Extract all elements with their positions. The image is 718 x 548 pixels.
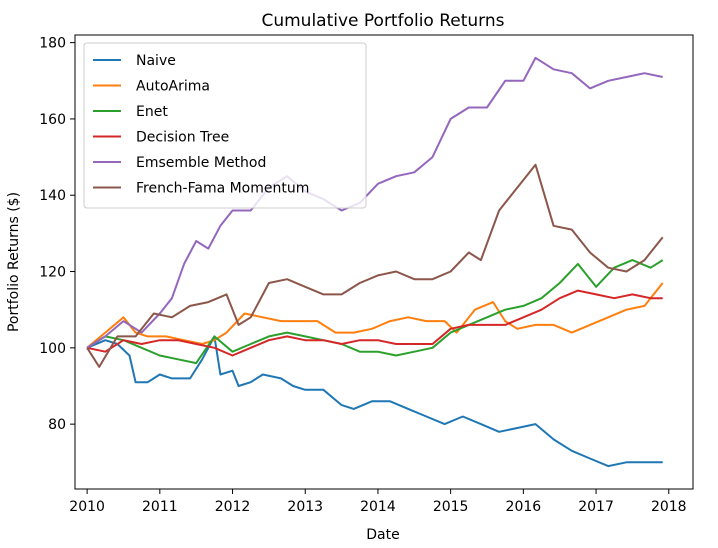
legend: Naive AutoArima Enet Decision Tree Emsemble … bbox=[83, 42, 367, 209]
y-tick-label: 80 bbox=[48, 417, 66, 433]
plot-area bbox=[74, 34, 694, 490]
series-line-decision-tree bbox=[86, 289, 663, 357]
series-line-enet bbox=[86, 259, 664, 365]
chart-title: Cumulative Portfolio Returns bbox=[261, 11, 504, 31]
y-tick-label: 140 bbox=[39, 188, 66, 204]
legend-box bbox=[83, 42, 367, 209]
x-tick-label: 2010 bbox=[69, 499, 105, 515]
series-line-naive bbox=[86, 335, 663, 468]
y-tick-label: 100 bbox=[39, 341, 66, 357]
y-tick-label: 120 bbox=[39, 265, 66, 281]
series-line-autoarima bbox=[86, 282, 664, 349]
legend-label: Decision Tree bbox=[136, 130, 229, 146]
x-tick-label: 2016 bbox=[506, 499, 542, 515]
axes-frame bbox=[74, 34, 694, 490]
series-line-french-fama-momentum bbox=[86, 163, 664, 368]
x-axis-label: Date bbox=[366, 527, 399, 543]
y-tick-label: 180 bbox=[39, 36, 66, 52]
x-tick-label: 2014 bbox=[360, 499, 396, 515]
legend-label: Naive bbox=[136, 53, 176, 69]
y-axis: 80 100 120 140 160 180 bbox=[39, 36, 75, 433]
x-tick-label: 2018 bbox=[651, 499, 687, 515]
legend-label: Emsemble Method bbox=[136, 155, 266, 171]
x-axis: 2010 2011 2012 2013 2014 2015 2016 2017 2018 bbox=[69, 489, 687, 515]
x-tick-label: 2012 bbox=[215, 499, 251, 515]
x-tick-label: 2013 bbox=[287, 499, 323, 515]
legend-label: AutoArima bbox=[136, 79, 210, 95]
series-layer bbox=[86, 56, 664, 468]
x-tick-label: 2011 bbox=[142, 499, 178, 515]
y-tick-label: 160 bbox=[39, 112, 66, 128]
legend-label: Enet bbox=[136, 104, 168, 120]
y-axis-label: Portfolio Returns ($) bbox=[6, 192, 22, 332]
legend-label: French-Fama Momentum bbox=[136, 181, 309, 197]
x-tick-label: 2015 bbox=[433, 499, 469, 515]
x-tick-label: 2017 bbox=[578, 499, 614, 515]
